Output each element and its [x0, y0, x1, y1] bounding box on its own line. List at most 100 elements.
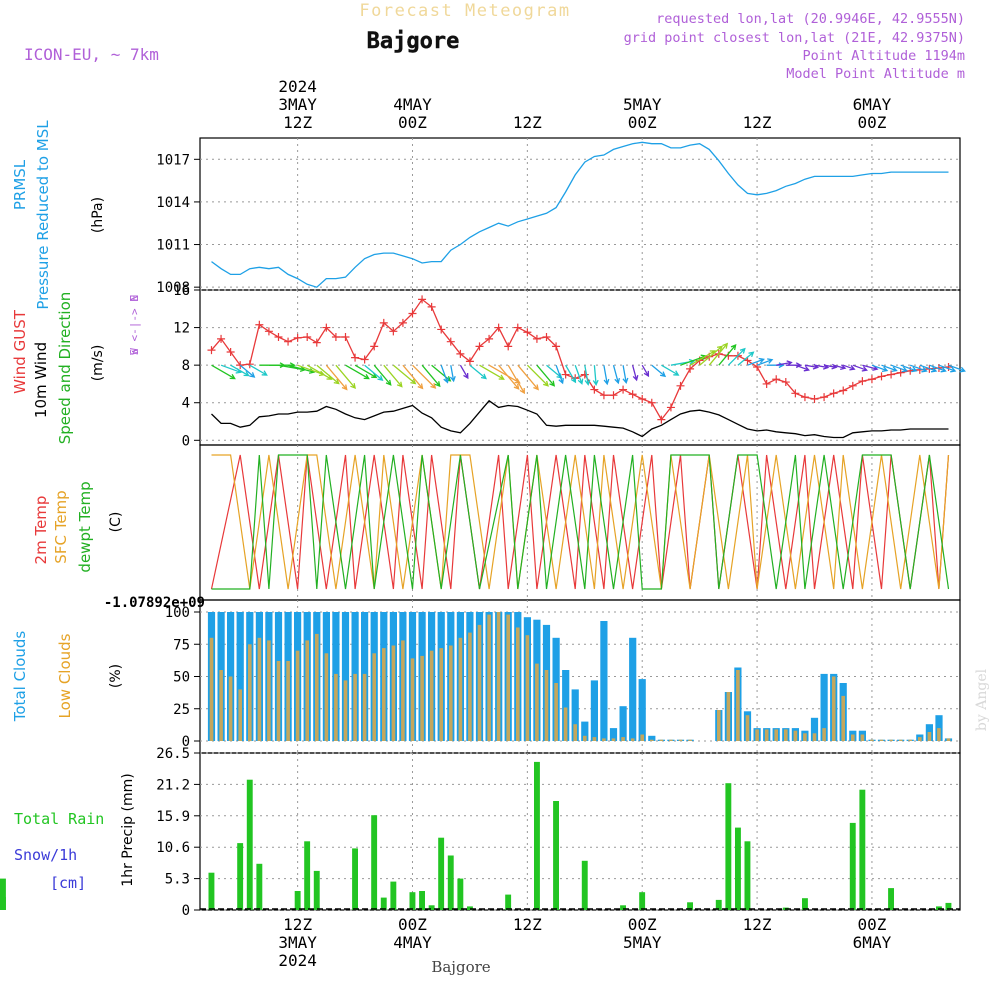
wind-gust-marker — [676, 381, 685, 390]
low-cloud-bar — [879, 739, 884, 741]
low-cloud-bar — [927, 732, 932, 741]
precip-ytick-label: 15.9 — [156, 809, 190, 825]
rain-bar — [715, 899, 722, 910]
wind-gust-marker — [207, 346, 216, 355]
wind-gust-marker — [245, 360, 254, 369]
wind-gust-marker — [217, 334, 226, 343]
wind-direction-arrow — [833, 364, 847, 371]
wind-direction-arrow — [507, 364, 525, 395]
total-cloud-bar — [600, 621, 608, 741]
top-time-label: 00Z — [398, 113, 427, 132]
wind-ytick-label: 8 — [182, 358, 190, 374]
top-time-label: 12Z — [283, 113, 312, 132]
wind-gust-marker — [609, 391, 618, 400]
wind-gust-marker — [513, 323, 522, 332]
bottom-time-label: 12Z — [513, 915, 542, 934]
wind-gust-marker — [666, 403, 675, 412]
wind-direction-arrow — [239, 364, 256, 378]
wind-direction-arrow — [890, 364, 908, 373]
wind-gust-marker — [485, 334, 494, 343]
grid-point-coords: grid point closest lon,lat (21E, 42.9375… — [624, 30, 965, 46]
wind-direction-arrow — [612, 365, 621, 385]
wind-direction-arrow — [756, 358, 774, 366]
wind-gust-marker — [791, 389, 800, 398]
low-cloud-bar — [659, 739, 664, 741]
clouds-ytick-label: 100 — [165, 605, 190, 621]
wind-gust-marker — [772, 375, 781, 384]
total-cloud-bar — [571, 689, 579, 741]
rain-bar — [859, 789, 866, 910]
wind-gust-marker — [322, 323, 331, 332]
total-cloud-bar — [810, 717, 819, 741]
low-cloud-bar — [908, 739, 912, 741]
pressure-ytick-label: 1017 — [156, 152, 190, 168]
wind-direction-arrow — [919, 364, 938, 373]
wind-direction-arrow — [737, 351, 755, 366]
bottom-time-label: 3MAY — [278, 933, 317, 952]
wind-gust-marker — [379, 318, 388, 327]
wind-gust-marker — [293, 333, 302, 342]
wind-gust-line — [211, 298, 949, 421]
pressure-ytick-label: 1014 — [156, 195, 190, 211]
wind-gust-marker — [848, 381, 857, 390]
wind-direction-arrow — [546, 364, 563, 379]
rain-bar — [505, 894, 512, 910]
wind-gust-marker — [820, 393, 829, 402]
wind-gust-marker — [303, 332, 312, 341]
wind-gust-marker — [370, 342, 379, 351]
rain-bar — [447, 855, 454, 910]
wind-label-10m: 10m Wind — [32, 342, 50, 418]
wind-direction-arrow — [498, 364, 520, 390]
total-cloud-bar — [236, 612, 244, 741]
temp-line-0 — [210, 454, 950, 590]
clouds-label-low: Low Clouds — [56, 633, 74, 718]
low-cloud-bar — [401, 640, 405, 741]
top-time-label: 2024 — [278, 77, 317, 96]
compass-west-east: W <-|-> E — [128, 295, 141, 355]
low-cloud-bar — [410, 658, 415, 741]
low-cloud-bar — [573, 724, 577, 741]
bottom-time-label: 2024 — [278, 951, 317, 970]
low-cloud-bar — [286, 661, 290, 741]
wind-gust-marker — [542, 332, 551, 341]
wind-direction-arrow — [325, 364, 348, 391]
wind-gust-marker — [839, 386, 848, 395]
wind-direction-arrow — [622, 365, 629, 385]
rain-bar — [237, 843, 244, 910]
precip-ytick-label: 21.2 — [156, 777, 190, 793]
wind-direction-arrow — [479, 364, 505, 380]
low-cloud-bar — [563, 707, 568, 741]
total-cloud-bar — [590, 680, 598, 741]
low-cloud-bar — [468, 632, 472, 741]
low-cloud-bar — [238, 689, 242, 741]
low-cloud-bar — [487, 614, 491, 741]
precip-label-cm: [cm] — [50, 874, 86, 892]
wind-direction-arrow — [373, 364, 392, 386]
wind-unit: (m/s) — [90, 345, 106, 382]
rain-bar — [371, 815, 378, 910]
precip-ytick-label: 5.3 — [165, 872, 190, 888]
low-cloud-bar — [362, 673, 367, 741]
total-cloud-bar — [581, 721, 589, 741]
low-cloud-bar — [889, 739, 893, 741]
low-cloud-bar — [209, 637, 214, 741]
wind-direction-arrow — [526, 364, 549, 387]
rain-bar — [534, 761, 540, 910]
total-cloud-bar — [820, 673, 828, 741]
wind-direction-arrow — [565, 364, 577, 384]
low-cloud-bar — [276, 661, 281, 741]
wind-gust-marker — [552, 342, 561, 351]
low-cloud-bar — [755, 729, 759, 741]
top-time-label: 00Z — [628, 113, 657, 132]
wind-direction-arrow — [230, 364, 250, 377]
low-cloud-bar — [372, 653, 376, 741]
wind-direction-arrow — [641, 364, 650, 378]
wind-direction-arrow — [909, 364, 928, 373]
wind-gust-marker — [762, 379, 771, 388]
temp-label-sfc: SFC Temp — [52, 490, 70, 563]
bottom-time-label: 00Z — [398, 915, 427, 934]
low-cloud-bar — [496, 612, 501, 741]
product-title: Forecast Meteogram — [359, 1, 570, 21]
top-time-label: 12Z — [513, 113, 542, 132]
